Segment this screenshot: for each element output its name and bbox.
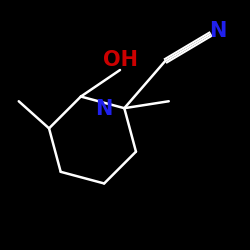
Text: OH: OH	[102, 50, 138, 70]
Text: N: N	[209, 21, 226, 41]
Text: N: N	[95, 99, 112, 119]
